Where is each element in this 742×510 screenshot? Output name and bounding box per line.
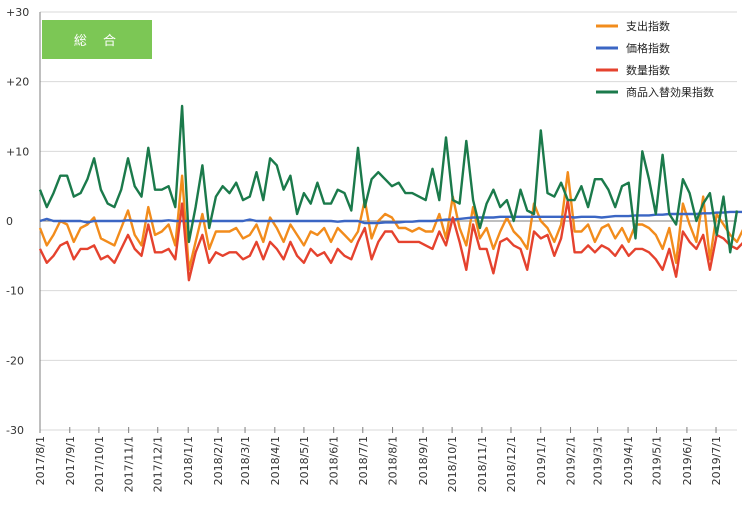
- x-tick-label: 2018/1/1: [182, 436, 195, 485]
- x-tick-label: 2019/7/1: [710, 436, 723, 485]
- x-tick-label: 2017/10/1: [93, 436, 106, 492]
- x-tick-label: 2018/5/1: [298, 436, 311, 485]
- x-tick-label: 2019/5/1: [650, 436, 663, 485]
- title-badge-background: [42, 20, 152, 59]
- chart-title: 総 合: [74, 34, 122, 49]
- x-tick-label: 2019/3/1: [592, 436, 605, 485]
- legend-label: 数量指数: [626, 63, 670, 77]
- x-tick-label: 2018/2/1: [212, 436, 225, 485]
- x-tick-label: 2018/10/1: [446, 436, 459, 492]
- chart-title-badge: 総 合: [42, 20, 152, 59]
- series-line: [38, 198, 742, 282]
- y-tick-label: -30: [6, 424, 24, 437]
- x-tick-label: 2018/12/1: [505, 436, 518, 492]
- legend-label: 価格指数: [626, 41, 670, 55]
- x-tick-label: 2019/1/1: [535, 436, 548, 485]
- x-tick-label: 2018/7/1: [357, 436, 370, 485]
- x-tick-label: 2017/12/1: [152, 436, 165, 492]
- x-tick-label: 2017/8/1: [34, 436, 47, 485]
- x-tick-label: 2018/4/1: [269, 436, 282, 485]
- legend-label: 商品入替効果指数: [626, 85, 714, 99]
- x-tick-label: 2018/8/1: [387, 436, 400, 485]
- x-tick-label: 2018/3/1: [239, 436, 252, 485]
- x-tick-label: 2017/9/1: [64, 436, 77, 485]
- x-tick-label: 2019/2/1: [565, 436, 578, 485]
- x-tick-label: 2019/6/1: [681, 436, 694, 485]
- x-tick-label: 2018/9/1: [417, 436, 430, 485]
- y-tick-label: 0: [6, 215, 13, 228]
- x-tick-label: 2018/11/1: [476, 436, 489, 492]
- y-tick-label: -10: [6, 285, 24, 298]
- gridlines: [40, 11, 737, 431]
- series-lines: [38, 104, 742, 282]
- y-tick-label: -20: [6, 354, 24, 367]
- y-tick-labels: +30 +20 +10 0 -10 -20 -30: [6, 6, 29, 437]
- x-tick-labels: 2017/8/1 2017/9/1 2017/10/1 2017/11/1 2017/1…: [34, 427, 723, 492]
- x-tick-label: 2018/6/1: [328, 436, 341, 485]
- y-tick-label: +10: [6, 145, 29, 158]
- y-tick-label: +20: [6, 76, 29, 89]
- x-tick-label: 2017/11/1: [123, 436, 136, 492]
- legend-label: 支出指数: [626, 19, 670, 33]
- series-line: [39, 210, 742, 225]
- y-tick-label: +30: [6, 6, 29, 19]
- series-line: [38, 104, 739, 254]
- x-tick-label: 2019/4/1: [622, 436, 635, 485]
- series-line: [38, 170, 742, 271]
